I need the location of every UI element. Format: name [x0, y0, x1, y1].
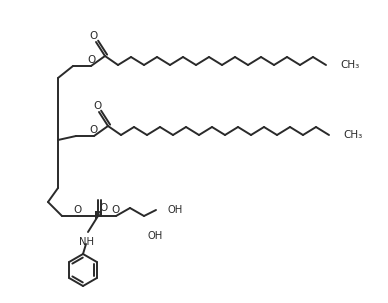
- Text: CH₃: CH₃: [340, 60, 359, 70]
- Text: CH₃: CH₃: [343, 130, 362, 140]
- Text: O: O: [74, 205, 82, 215]
- Text: O: O: [90, 31, 98, 41]
- Text: NH: NH: [78, 237, 94, 247]
- Text: P: P: [94, 211, 102, 221]
- Text: OH: OH: [147, 231, 162, 241]
- Text: O: O: [90, 125, 98, 135]
- Text: O: O: [112, 205, 120, 215]
- Text: O: O: [100, 203, 108, 213]
- Text: O: O: [87, 55, 95, 65]
- Text: O: O: [93, 101, 101, 111]
- Text: OH: OH: [168, 205, 183, 215]
